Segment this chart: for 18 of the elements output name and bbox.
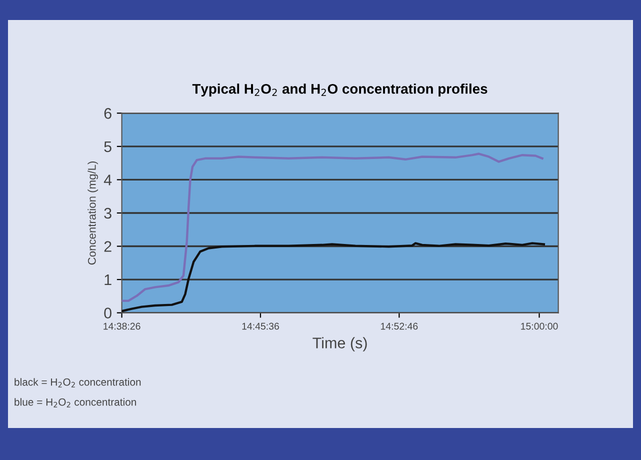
y-tick-label: 3: [104, 208, 112, 219]
y-tick-label: 0: [104, 308, 112, 318]
x-axis-title: Time (s): [312, 337, 367, 352]
text: black = H$_{2}$O$_{2}$ concentration: [14, 378, 141, 388]
text: blue = H$_{2}$O$_{2}$ concentration: [14, 398, 136, 408]
chart-title: Typical H$_{2}$O$_{2}$ and H$_{2}$O concentration profiles: [192, 84, 488, 97]
y-axis-title: Concentration (mg/L): [88, 161, 98, 265]
x-tick-label: 14:45:36: [242, 322, 279, 330]
y-tick-label: 1: [104, 274, 112, 286]
y-tick-label: 4: [104, 174, 112, 186]
y-tick-label: 2: [104, 241, 112, 252]
x-tick-label: 14:52:46: [380, 322, 418, 330]
y-tick-label: 5: [104, 141, 112, 152]
line-series: [122, 152, 544, 302]
x-tick-label: 15:00:00: [521, 322, 558, 330]
y-tick-label: 6: [104, 108, 112, 119]
line-series: [122, 242, 546, 312]
x-tick-label: 14:38:26: [104, 322, 140, 330]
